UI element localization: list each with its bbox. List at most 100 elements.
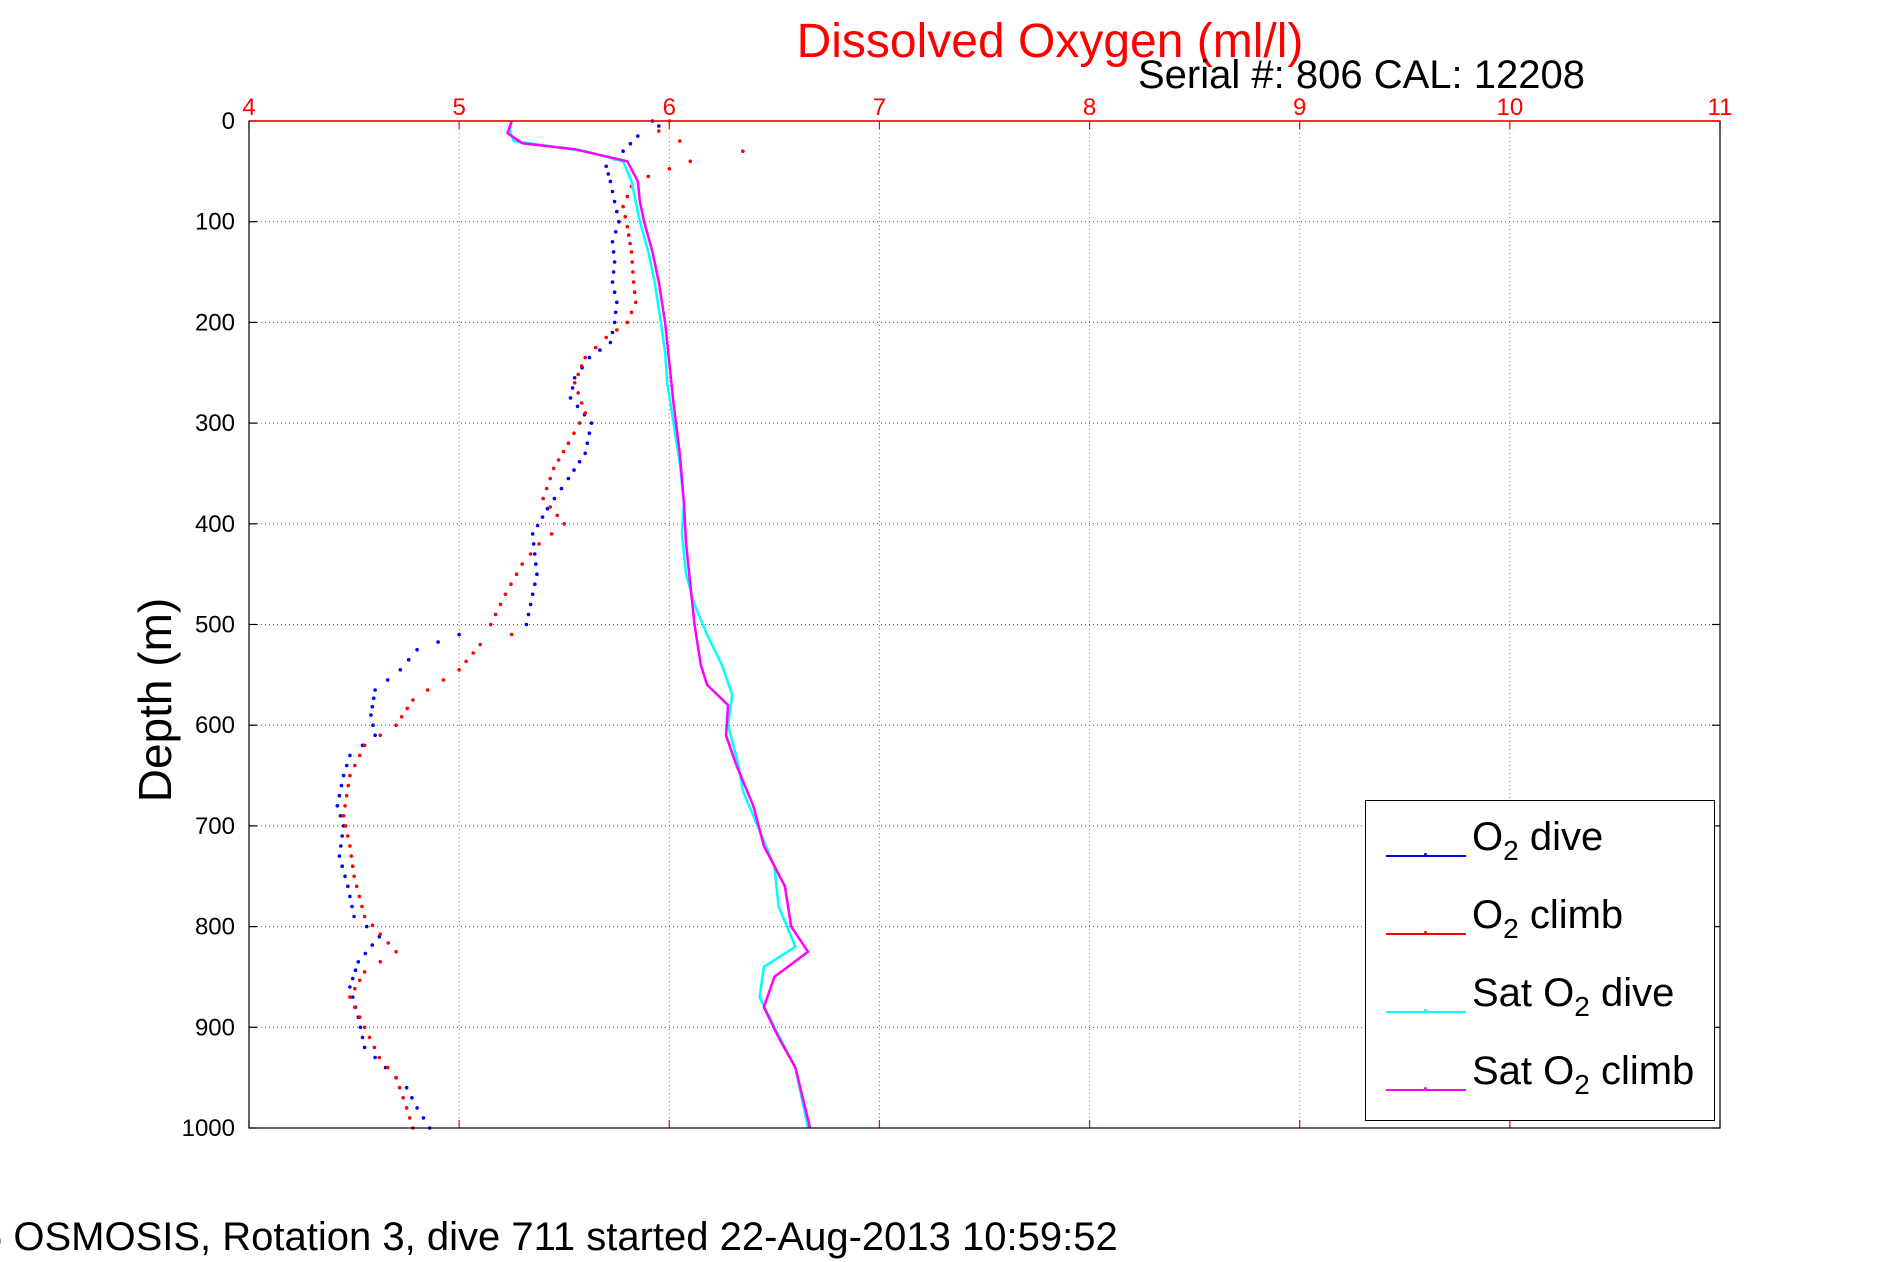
data-point [385, 1065, 390, 1070]
y-tick-label: 400 [195, 511, 235, 538]
data-point [610, 280, 615, 284]
x-tick-label: 9 [1293, 94, 1306, 121]
data-point [362, 914, 367, 919]
data-point [352, 914, 356, 919]
data-point [337, 793, 342, 798]
data-point [610, 330, 615, 335]
data-point [346, 884, 350, 889]
data-point [610, 240, 615, 244]
chart-subtitle: Serial #: 806 CAL: 12208 [1138, 53, 1585, 97]
data-point [350, 976, 355, 981]
data-point [339, 844, 343, 848]
series-line-sat-o2-dive [508, 120, 810, 1129]
x-tick-label: 7 [873, 94, 886, 121]
data-point [528, 602, 533, 607]
legend-label-sat-o2-dive: Sat O2 dive [1472, 971, 1675, 1022]
data-point [631, 280, 636, 284]
data-point [343, 874, 347, 879]
x-tick-label: 4 [242, 94, 255, 121]
data-point [457, 668, 461, 672]
data-point [646, 174, 651, 179]
y-tick-label: 700 [195, 813, 235, 840]
data-point [357, 753, 362, 758]
data-point [404, 1106, 409, 1110]
data-point [514, 572, 519, 576]
data-point [471, 651, 476, 655]
data-point [535, 523, 540, 528]
y-tick-label: 100 [195, 209, 235, 236]
y-axis-label: Depth (m) [129, 597, 181, 803]
data-point [394, 950, 398, 954]
data-point [544, 486, 549, 491]
data-point [625, 224, 630, 229]
data-point [339, 783, 344, 788]
data-point [608, 179, 613, 184]
data-point [572, 468, 576, 472]
data-point [572, 376, 577, 380]
data-point [556, 458, 561, 462]
data-point [604, 164, 608, 169]
data-point [405, 706, 410, 711]
x-tick-label: 6 [663, 94, 676, 121]
data-point [545, 506, 550, 511]
data-point [348, 773, 352, 778]
data-point [625, 194, 630, 199]
data-point [610, 189, 615, 194]
data-point [398, 668, 403, 672]
data-point [552, 496, 557, 501]
data-point [343, 824, 348, 828]
data-point [364, 924, 369, 929]
y-tick-label: 900 [195, 1014, 235, 1041]
data-point [346, 783, 351, 788]
chart-caption: 6 OSMOSIS, Rotation 3, dive 711 started … [0, 1215, 1118, 1259]
legend-marker-o2-dive [1424, 853, 1427, 856]
data-point [583, 355, 587, 360]
data-point [362, 1025, 367, 1030]
data-point [625, 320, 630, 325]
data-point [576, 391, 580, 395]
data-point [632, 290, 637, 295]
data-point [633, 300, 638, 305]
data-point [688, 159, 693, 164]
data-point [631, 270, 635, 274]
series-line-sat-o2-climb [506, 120, 812, 1129]
data-point [593, 345, 598, 350]
data-point [617, 219, 621, 224]
data-point [370, 704, 375, 709]
y-tick-label: 1000 [182, 1115, 235, 1142]
data-point [415, 1106, 419, 1110]
data-point [340, 834, 345, 838]
data-point [341, 814, 346, 818]
data-point [441, 678, 446, 682]
data-point [357, 978, 362, 983]
data-point [360, 904, 364, 909]
legend-marker-sat-o2-dive [1424, 1009, 1427, 1012]
data-point [370, 943, 375, 947]
data-point [373, 733, 377, 738]
data-point [362, 743, 367, 748]
data-point [338, 814, 343, 818]
data-point [629, 310, 634, 315]
data-point [657, 124, 661, 128]
data-point [575, 404, 580, 409]
data-point [598, 348, 602, 352]
x-tick-label: 10 [1497, 94, 1524, 121]
data-point [377, 1055, 382, 1060]
data-point [636, 134, 640, 138]
data-point [509, 582, 513, 586]
data-point [371, 696, 376, 701]
data-point [362, 970, 367, 974]
data-point [629, 250, 634, 254]
data-point [615, 328, 619, 332]
data-point [373, 1055, 377, 1060]
data-point [357, 1015, 362, 1019]
data-point [551, 466, 556, 471]
data-point [589, 421, 594, 425]
data-point [346, 834, 350, 838]
data-point [531, 542, 536, 546]
data-point [406, 657, 411, 662]
data-point [587, 431, 592, 436]
data-point [348, 844, 352, 848]
data-point [623, 214, 627, 219]
